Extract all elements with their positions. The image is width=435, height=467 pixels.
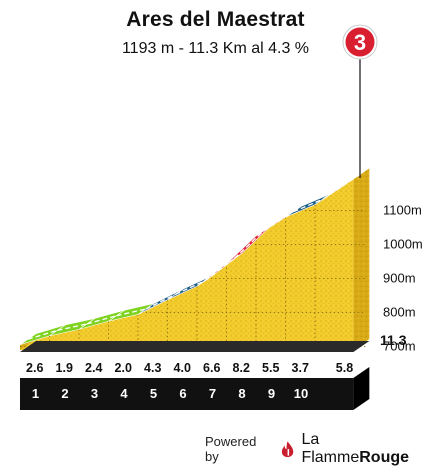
x-tick-label: 1 bbox=[32, 386, 39, 401]
gradient-label: 2.6 bbox=[26, 361, 43, 375]
y-tick-label: 900m bbox=[383, 271, 416, 286]
road-centerline bbox=[204, 257, 235, 282]
x-tick-label: 9 bbox=[268, 386, 275, 401]
x-tick-label: 6 bbox=[179, 386, 186, 401]
y-tick-label: 800m bbox=[383, 305, 416, 320]
gradient-label: 5.5 bbox=[262, 361, 279, 375]
profile-front-face bbox=[20, 178, 354, 350]
x-tick-label: 3 bbox=[91, 386, 98, 401]
x-tick-label: 7 bbox=[209, 386, 216, 401]
gradient-label: 1.9 bbox=[56, 361, 73, 375]
road-centerline bbox=[27, 329, 58, 340]
base-end-face bbox=[353, 367, 370, 410]
x-tick-label: 8 bbox=[238, 386, 245, 401]
powered-by-text: Powered by bbox=[205, 434, 257, 464]
road-centerline bbox=[175, 280, 206, 295]
x-tick-label: 10 bbox=[294, 386, 308, 401]
climb-badge bbox=[345, 27, 375, 57]
y-tick-label: 700m bbox=[383, 339, 416, 354]
climb-number: 3 bbox=[354, 30, 366, 55]
road-centerline bbox=[86, 315, 117, 325]
x-tick-label: 4 bbox=[120, 386, 128, 401]
gradient-label: 4.3 bbox=[144, 361, 161, 375]
road-centerline bbox=[116, 308, 147, 317]
total-distance-label: 11.3 bbox=[380, 332, 407, 348]
road-centerline bbox=[57, 323, 88, 331]
x-tick-label: 5 bbox=[150, 386, 157, 401]
road-centerline bbox=[263, 211, 294, 231]
gradient-label: 5.8 bbox=[336, 361, 353, 375]
brand-name: La FlammeRouge bbox=[301, 431, 410, 466]
y-tick-label: 1100m bbox=[383, 203, 422, 218]
gradient-label: 6.6 bbox=[203, 361, 220, 375]
gradient-label: 8.2 bbox=[233, 361, 250, 375]
gradient-label: 2.0 bbox=[115, 361, 132, 375]
road-centerline bbox=[145, 293, 176, 310]
profile-end-face bbox=[353, 167, 370, 350]
chart-subtitle: 1193 m - 11.3 Km al 4.3 % bbox=[121, 40, 310, 57]
base-top-face bbox=[20, 341, 370, 352]
road-centerline bbox=[234, 229, 265, 259]
x-tick-label: 2 bbox=[61, 386, 68, 401]
flame-logo-icon bbox=[282, 441, 294, 458]
gradient-label: 4.0 bbox=[174, 361, 191, 375]
road-centerline bbox=[293, 198, 324, 213]
chart-title: Ares del Maestrat bbox=[126, 8, 305, 31]
gradient-label: 3.7 bbox=[292, 361, 309, 375]
gradient-label: 2.4 bbox=[85, 361, 102, 375]
footer: Powered by La FlammeRouge bbox=[205, 431, 425, 466]
base-band bbox=[20, 378, 354, 410]
y-tick-label: 1000m bbox=[383, 237, 423, 252]
